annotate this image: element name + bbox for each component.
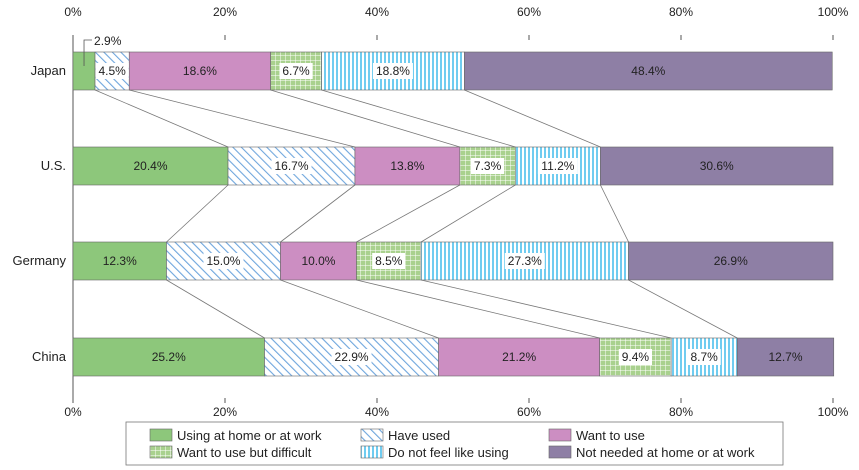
bar-segment (72, 241, 167, 281)
value-label-leader (83, 39, 93, 66)
value-label: 7.3% (474, 159, 502, 173)
connector-line (94, 89, 229, 148)
value-label-bg (271, 158, 312, 174)
value-label: 16.7% (274, 159, 308, 173)
category-label: U.S. (41, 158, 66, 173)
connector-line (356, 184, 461, 243)
connector-lines (94, 89, 738, 339)
category-label: Germany (13, 253, 67, 268)
x-tick-label-bottom: 0% (64, 405, 82, 419)
legend-label: Using at home or at work (177, 428, 322, 443)
value-label: 4.5% (98, 64, 126, 78)
connector-line (464, 89, 601, 148)
connector-line (280, 279, 439, 339)
value-label-bg (687, 349, 721, 365)
bar-segment (354, 146, 461, 186)
value-label: 8.5% (375, 254, 403, 268)
value-label-bg (331, 349, 372, 365)
legend-swatch (360, 428, 384, 442)
category-label: Japan (31, 63, 66, 78)
value-label: 11.2% (541, 159, 574, 173)
value-label: 9.4% (622, 350, 650, 364)
value-label-bg (279, 63, 313, 79)
bar-segment (736, 337, 835, 377)
value-label: 26.9% (714, 254, 748, 268)
value-label: 10.0% (301, 254, 335, 268)
value-label: 25.2% (152, 350, 186, 364)
value-label: 8.7% (691, 350, 719, 364)
value-label-bg (470, 158, 505, 174)
bar-segment (280, 241, 357, 281)
value-label-bg (504, 253, 545, 269)
connector-line (321, 89, 516, 148)
bar-segment (464, 51, 833, 91)
x-tick-label-bottom: 60% (517, 405, 541, 419)
value-label-bg (203, 253, 244, 269)
x-tick-label-bottom: 80% (669, 405, 693, 419)
x-tick-label-bottom: 100% (818, 405, 849, 419)
value-label: 22.9% (335, 350, 369, 364)
value-label: 21.2% (502, 350, 536, 364)
value-label: 6.7% (282, 64, 310, 78)
value-label-bg (95, 63, 129, 79)
legend-swatch (149, 428, 173, 442)
value-label: 30.6% (700, 159, 734, 173)
bar-segment (72, 146, 229, 186)
x-tick-label-top: 80% (669, 5, 693, 19)
legend-swatch (360, 445, 384, 459)
legend-label: Want to use (576, 428, 645, 443)
value-label: 15.0% (206, 254, 240, 268)
bar-segment (72, 337, 265, 377)
connector-line (129, 89, 356, 148)
connector-line (600, 184, 629, 243)
bars (72, 51, 835, 377)
connector-line (420, 184, 516, 243)
value-label: 18.8% (376, 64, 410, 78)
bar-segment (438, 337, 600, 377)
connector-line (280, 184, 356, 243)
value-label-bg (372, 63, 413, 79)
category-label: China (32, 349, 67, 364)
value-label: 27.3% (508, 254, 542, 268)
connector-line (356, 279, 600, 339)
x-tick-label-top: 0% (64, 5, 82, 19)
connector-line (420, 279, 672, 339)
x-tick-label-top: 100% (818, 5, 849, 19)
x-tick-label-bottom: 40% (365, 405, 389, 419)
connector-line (166, 184, 229, 243)
value-label: 13.8% (390, 159, 424, 173)
value-label-bg (372, 253, 406, 269)
value-label: 2.9% (94, 34, 122, 48)
legend-swatch (548, 445, 572, 459)
value-label-bg (537, 158, 578, 174)
legend-label: Have used (388, 428, 450, 443)
connector-line (628, 279, 738, 339)
x-tick-label-top: 40% (365, 5, 389, 19)
legend-label: Do not feel like using (388, 445, 509, 460)
value-label: 12.7% (768, 350, 802, 364)
legend-label: Not needed at home or at work (576, 445, 755, 460)
value-label: 48.4% (631, 64, 665, 78)
bar-segment (600, 146, 834, 186)
connector-line (166, 279, 265, 339)
category-labels: Japan U.S. Germany China (13, 63, 67, 364)
x-tick-label-top: 20% (213, 5, 237, 19)
value-label-bg (618, 349, 652, 365)
value-label: 18.6% (183, 64, 217, 78)
value-labels: 2.9% 4.5% 18.6% 6.7% 18.8% 48.4% 20.4% 16.7% 13.… (83, 34, 803, 365)
legend-swatch (149, 445, 173, 459)
bar-segment (628, 241, 834, 281)
legend-label: Want to use but difficult (177, 445, 312, 460)
x-axis: 0% 0% 20% 20% 40% 40% 60% 60% 80% 80% 100% 100% (64, 5, 848, 419)
legend-swatch (548, 428, 572, 442)
x-tick-label-top: 60% (517, 5, 541, 19)
value-label: 20.4% (134, 159, 168, 173)
legend: Using at home or at work Have used Want to… (125, 421, 784, 466)
value-label: 12.3% (103, 254, 137, 268)
x-tick-label-bottom: 20% (213, 405, 237, 419)
legend-box (125, 421, 784, 466)
connector-line (270, 89, 460, 148)
